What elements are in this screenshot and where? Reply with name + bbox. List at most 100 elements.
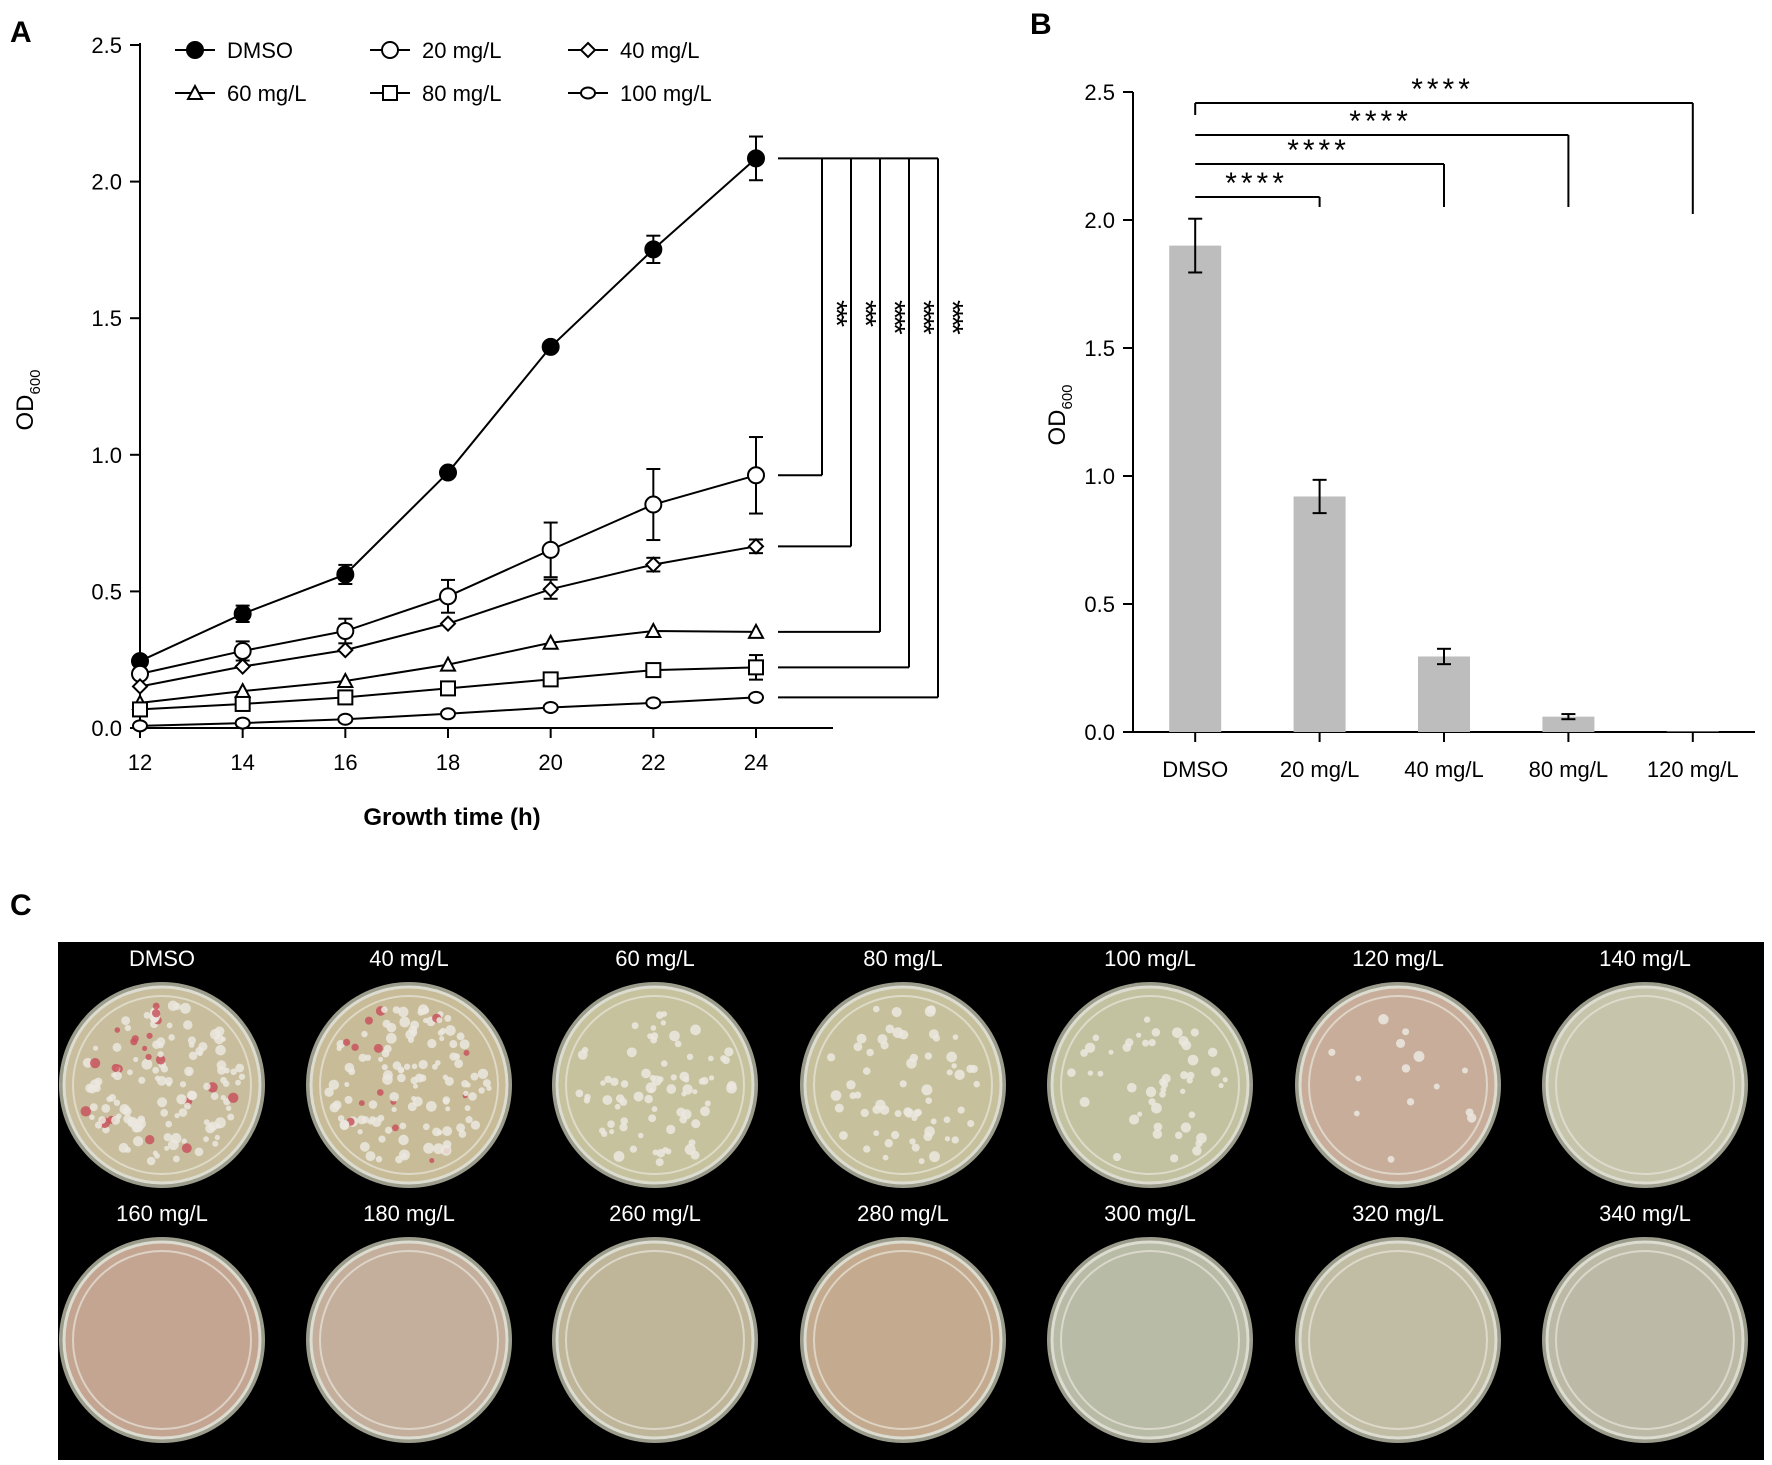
data-point	[336, 671, 355, 689]
panel-label-c: C	[10, 889, 32, 922]
colony	[376, 1089, 384, 1096]
colony	[365, 1151, 376, 1162]
colony	[951, 1136, 959, 1144]
plate-0: DMSO	[59, 946, 265, 1188]
colony	[227, 1113, 235, 1121]
data-point	[132, 719, 148, 733]
colony	[344, 1081, 350, 1087]
colony	[392, 1061, 402, 1070]
line-chart-y-axis-label-main: OD	[12, 395, 39, 431]
bar	[1169, 245, 1222, 732]
plate-inner-ring	[813, 995, 993, 1175]
colony	[892, 1027, 904, 1039]
plate-agar	[555, 1240, 755, 1440]
plate-label: 180 mg/L	[363, 1201, 455, 1226]
colony	[442, 1140, 452, 1149]
colony	[650, 1032, 659, 1040]
bar-chart-y-tick-label: 1.5	[1084, 336, 1115, 361]
colony	[106, 1096, 113, 1103]
plate-label: 80 mg/L	[863, 946, 943, 971]
plate-inner-ring	[1555, 1250, 1735, 1430]
plate-9: 260 mg/L	[552, 1201, 758, 1443]
data-point	[131, 678, 149, 695]
colony	[399, 1067, 405, 1074]
colony	[607, 1120, 615, 1128]
significance-label: ***	[849, 300, 882, 327]
colony	[152, 1002, 160, 1010]
colony	[1136, 1032, 1142, 1038]
colony	[649, 1074, 656, 1082]
line-series-1	[131, 436, 765, 683]
colony	[152, 1066, 160, 1074]
legend-marker	[381, 41, 399, 59]
bar-chart-x-tick-label: DMSO	[1162, 757, 1228, 782]
legend-item-5: 100 mg/L	[568, 81, 712, 106]
plates-row-2: 160 mg/L 180 mg/L 260 mg/L 280 mg/L 300 mg/L…	[59, 1201, 1748, 1443]
data-point	[541, 540, 560, 559]
colony	[422, 1123, 430, 1131]
line-series-5	[132, 690, 764, 733]
colony	[946, 1069, 953, 1076]
colony	[89, 1103, 98, 1112]
line-chart-y-tick-label: 1.0	[91, 443, 122, 468]
data-point	[132, 701, 148, 718]
bar	[1293, 496, 1346, 732]
bar-chart-x-tick-label: 20 mg/L	[1280, 757, 1360, 782]
colony	[911, 1143, 920, 1152]
colony	[1378, 1014, 1389, 1025]
legend-marker	[579, 41, 597, 59]
colony	[445, 1025, 456, 1036]
colony	[1401, 1064, 1411, 1073]
bar-chart-bars	[1169, 217, 1719, 732]
colony	[183, 1020, 193, 1030]
colony	[228, 1092, 239, 1103]
colony	[1413, 1050, 1425, 1062]
plate-label: 140 mg/L	[1599, 946, 1691, 971]
colony	[686, 1053, 694, 1061]
colony	[145, 1053, 152, 1061]
colony	[692, 1089, 698, 1095]
colony	[708, 1055, 714, 1062]
colony	[442, 1126, 453, 1137]
colony	[1222, 1077, 1228, 1083]
colony	[141, 1058, 153, 1070]
data-point	[748, 659, 764, 676]
colony	[358, 1053, 367, 1062]
colony	[168, 1034, 175, 1041]
data-point	[233, 604, 252, 623]
colony	[157, 1097, 168, 1108]
plate-1: 40 mg/L	[306, 946, 512, 1188]
colony	[410, 1076, 418, 1085]
colony	[151, 1008, 161, 1018]
colony	[626, 1047, 637, 1058]
colony	[357, 1129, 363, 1135]
colony	[1125, 1038, 1134, 1047]
data-point	[440, 680, 456, 697]
colony	[1169, 1154, 1179, 1163]
colony	[426, 1101, 437, 1112]
colony	[641, 1068, 651, 1079]
colony	[398, 1149, 410, 1161]
colony	[1402, 1028, 1410, 1036]
line-chart-y-tick-label: 2.0	[91, 170, 122, 195]
plate-label: DMSO	[129, 946, 195, 971]
colony	[164, 1077, 173, 1086]
colony	[137, 1115, 146, 1124]
plate-4: 100 mg/L	[1047, 946, 1253, 1188]
legend-item-1: 20 mg/L	[370, 38, 502, 63]
colony	[830, 1090, 842, 1101]
colony	[343, 1038, 351, 1046]
line-chart-ticks: 0.0 0.5 1.0 1.5 2.0 2.5 12 14 16 18 20 22 24	[91, 33, 768, 775]
data-point	[541, 337, 560, 356]
colony	[904, 1108, 914, 1118]
colony	[619, 1123, 628, 1132]
colony	[178, 1108, 188, 1117]
colony	[449, 1040, 458, 1049]
colony	[969, 1064, 978, 1074]
plate-label: 100 mg/L	[1104, 946, 1196, 971]
colony	[454, 1059, 464, 1069]
colony	[1143, 1016, 1151, 1023]
line-series-4	[132, 654, 764, 718]
colony	[1188, 1111, 1196, 1119]
colony	[436, 1017, 443, 1024]
